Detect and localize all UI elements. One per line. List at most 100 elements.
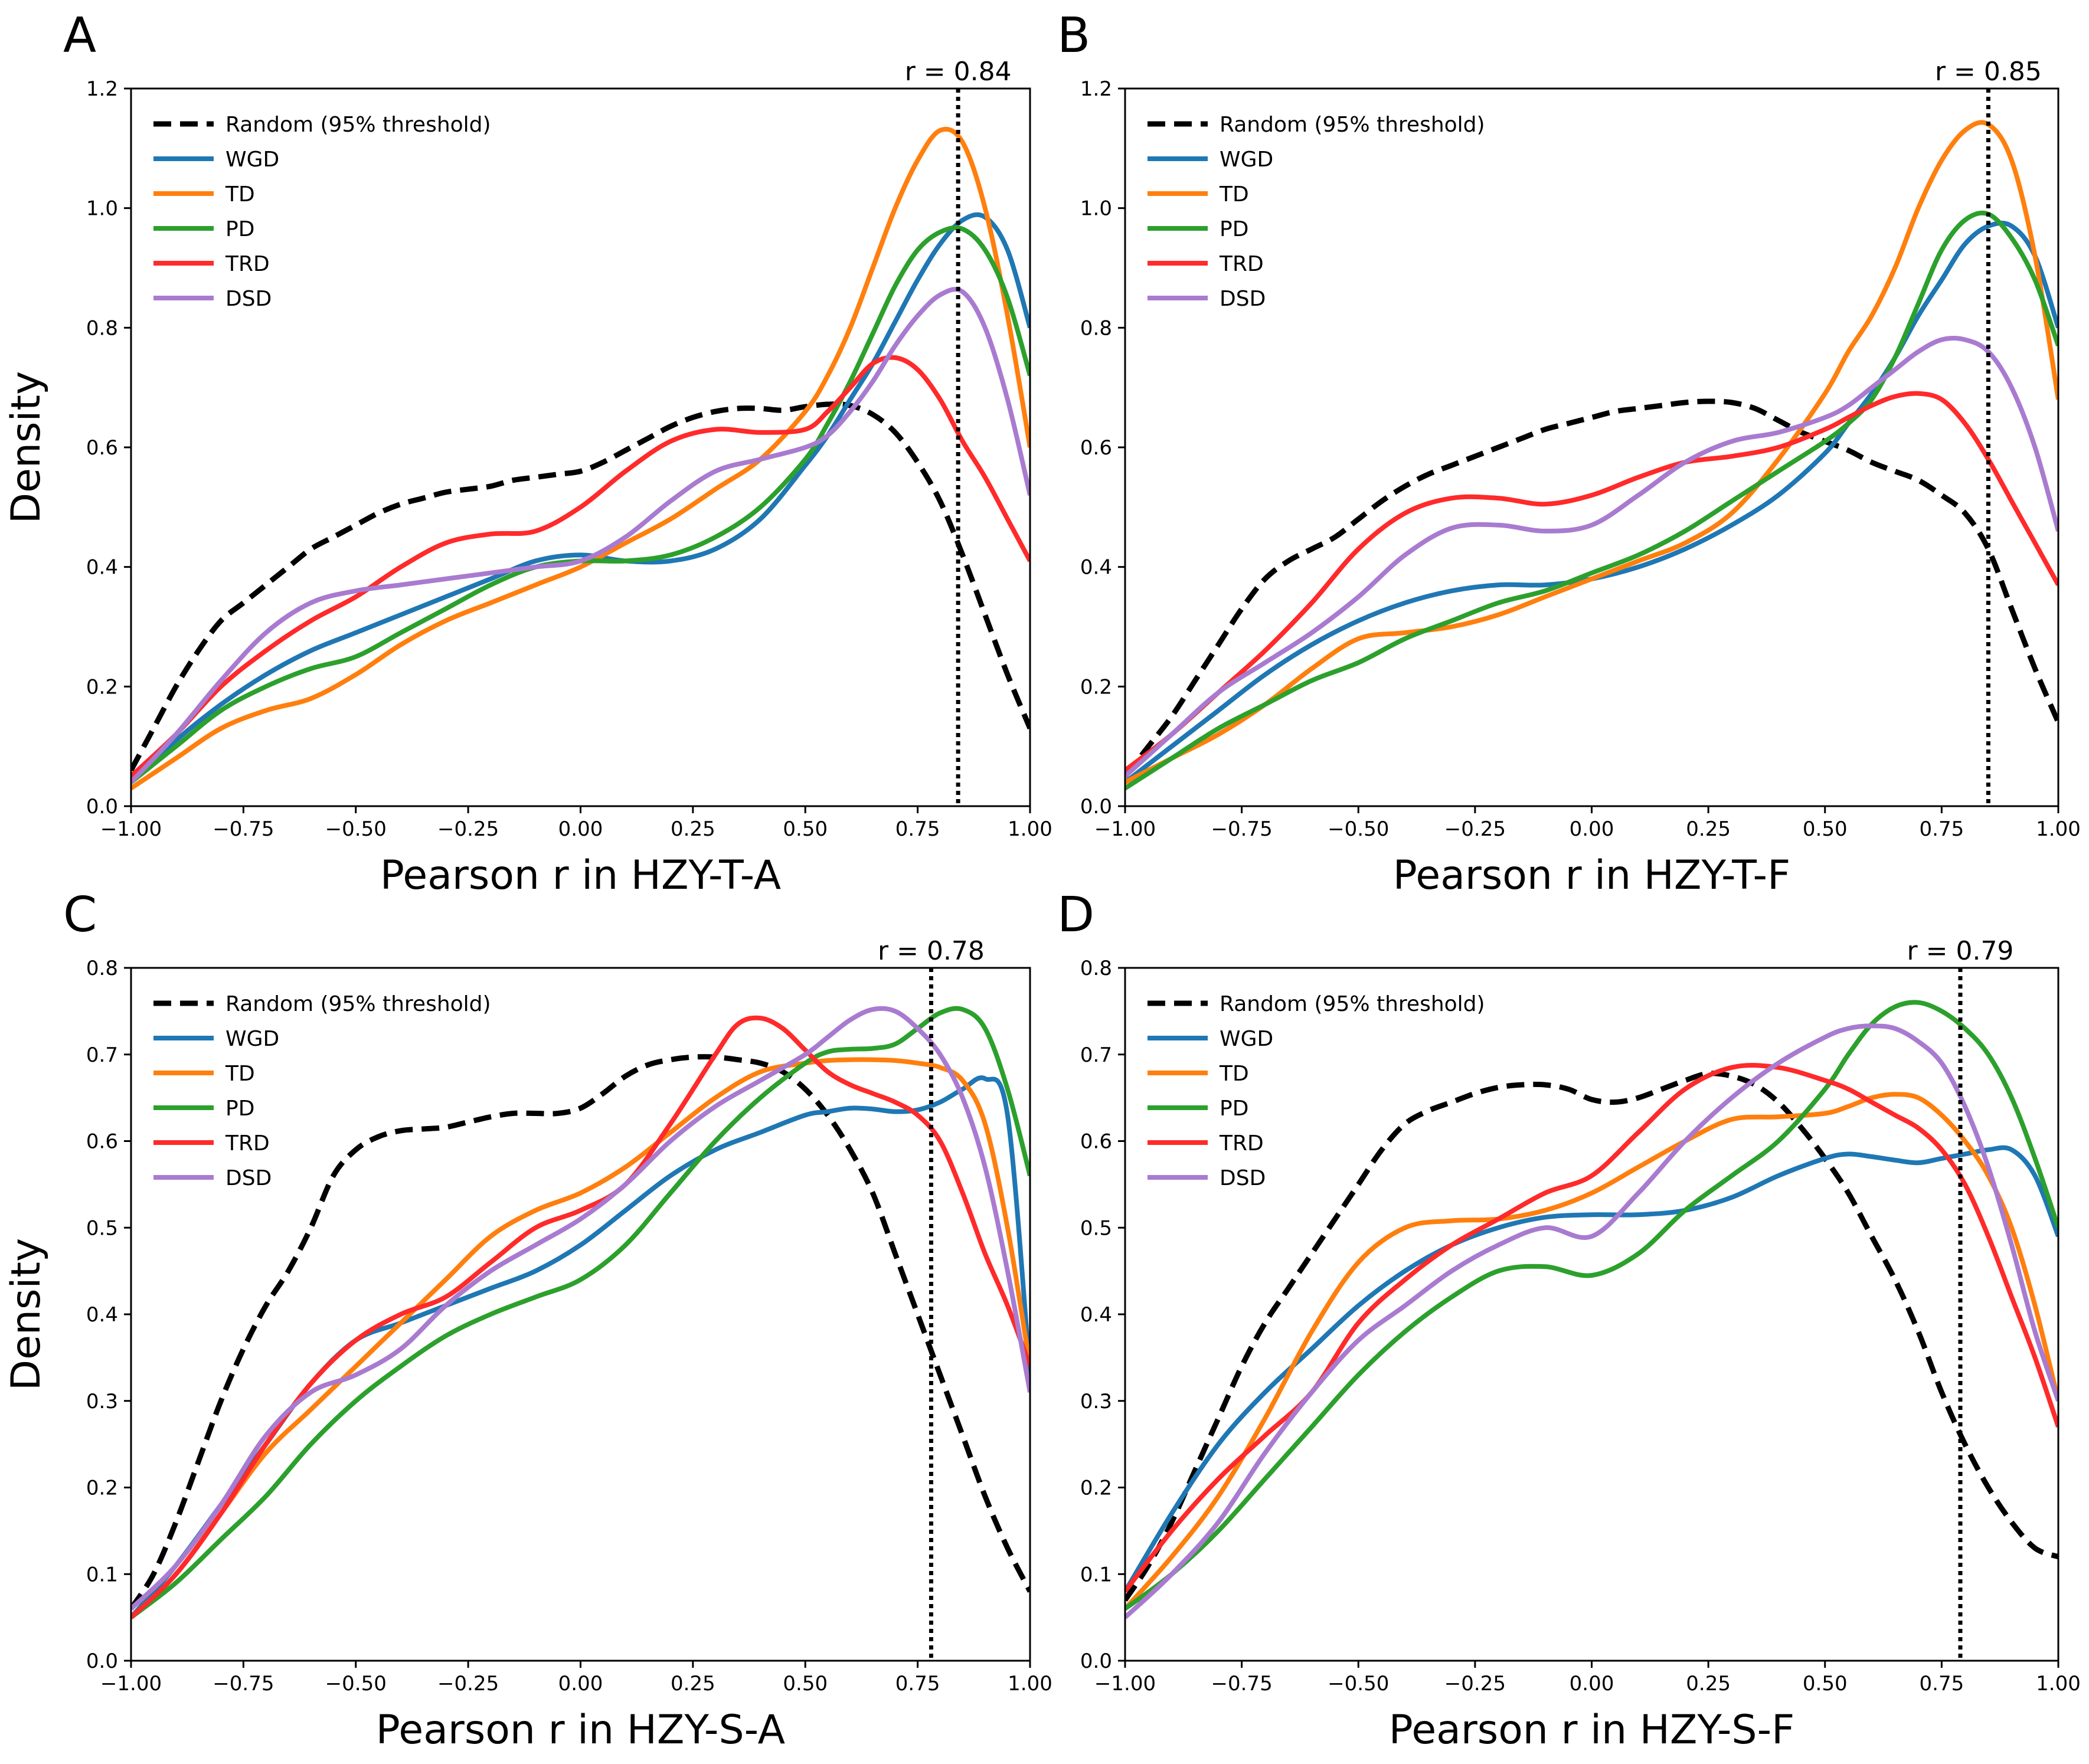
panel-a-xtick-label: −0.25 xyxy=(437,817,499,841)
panel-a-ytick-label: 0.4 xyxy=(86,556,118,580)
panel-b-legend-label-pd: PD xyxy=(1220,217,1248,241)
panel-d-legend-label-td: TD xyxy=(1219,1062,1249,1086)
panel-b-ytick-label: 0.0 xyxy=(1080,795,1112,819)
panel-b-xtick-label: 1.00 xyxy=(2036,817,2081,841)
panel-d-line-wgd xyxy=(1125,1145,2058,1593)
panel-b-legend-label-wgd: WGD xyxy=(1220,148,1273,172)
panel-d-series-group xyxy=(1125,1000,2058,1619)
panel-c-ytick-label: 0.0 xyxy=(86,1650,118,1673)
panel-a-line-trd xyxy=(131,355,1030,778)
panel-b-ytick-label: 0.4 xyxy=(1080,556,1112,580)
panel-d-letter: D xyxy=(1057,887,1094,943)
panel-a-legend-label-dsd: DSD xyxy=(225,287,272,311)
panel-b-line-random xyxy=(1125,398,2058,778)
panel-c-letter: C xyxy=(63,887,97,943)
panel-c-ytick-label: 0.2 xyxy=(86,1477,118,1500)
panel-d-xtick-label: −0.50 xyxy=(1328,1672,1389,1696)
panel-c-line-pd xyxy=(131,1006,1030,1619)
panel-b-ytick-label: 1.0 xyxy=(1080,197,1112,221)
panel-a-ytick-label: 0.2 xyxy=(86,675,118,699)
panel-a-xtick-label: 0.75 xyxy=(895,817,940,841)
panel-b-xtick-label: −0.50 xyxy=(1328,817,1389,841)
panel-d-legend-label-trd: TRD xyxy=(1219,1131,1264,1156)
panel-a-line-wgd xyxy=(131,212,1030,784)
panel-d-ytick-label: 0.0 xyxy=(1080,1650,1112,1673)
panel-a-axes-frame xyxy=(130,87,1031,807)
panel-b-xtick-label: 0.50 xyxy=(1803,817,1848,841)
panel-a-line-dsd xyxy=(131,287,1030,784)
panel-c-series-group xyxy=(131,1006,1030,1619)
panel-d-ytick-label: 0.3 xyxy=(1080,1390,1112,1413)
panel-a-ytick-label: 0.0 xyxy=(86,795,118,819)
panel-c-legend-label-td: TD xyxy=(225,1062,255,1086)
panel-d-legend-label-random: Random (95% threshold) xyxy=(1220,992,1485,1016)
panel-a-xtick-label: 0.25 xyxy=(671,817,715,841)
panel-a: Ar = 0.84 −1.00 −0.75 −0.50 −0.25 0.00 0.25 0.5… xyxy=(3,8,1052,899)
panel-d-xtick-label: −1.00 xyxy=(1094,1672,1156,1696)
panel-a-legend-label-pd: PD xyxy=(225,217,254,241)
panel-a-xtick-label: −0.50 xyxy=(325,817,387,841)
panel-c-xtick-label: 0.50 xyxy=(783,1672,828,1696)
panel-a-xlabel: Pearson r in HZY-T-A xyxy=(380,852,781,899)
panel-b-legend-label-random: Random (95% threshold) xyxy=(1220,113,1485,137)
panel-a-line-random xyxy=(131,401,1030,772)
panel-b-xtick-label: 0.00 xyxy=(1570,817,1614,841)
panel-c-axes-frame xyxy=(130,967,1031,1662)
panel-c-xtick-label: −0.50 xyxy=(325,1672,387,1696)
panel-c-ytick-label: 0.5 xyxy=(86,1216,118,1240)
panel-b-xtick-label: 0.25 xyxy=(1686,817,1731,841)
panel-b-legend-label-td: TD xyxy=(1219,182,1249,207)
panel-b-line-wgd xyxy=(1125,221,2058,784)
panel-d-ytick-label: 0.2 xyxy=(1080,1477,1112,1500)
panel-d-ytick-label: 0.6 xyxy=(1080,1130,1112,1154)
panel-b: Br = 0.85 −1.00 −0.75 −0.50 −0.25 0.00 0.25 0.5… xyxy=(1057,8,2081,899)
panel-b-line-dsd xyxy=(1125,336,2058,778)
panel-b-axes-frame xyxy=(1124,87,2059,807)
panel-d-xtick-label: −0.75 xyxy=(1211,1672,1273,1696)
panel-a-series-group xyxy=(131,126,1030,790)
panel-b-legend: Random (95% threshold) WGD TD PD TRD DSD xyxy=(1148,113,1485,311)
panel-d-xtick-label: 0.25 xyxy=(1686,1672,1731,1696)
panel-c-legend-label-wgd: WGD xyxy=(225,1027,279,1051)
panel-d-ytick-label: 0.5 xyxy=(1080,1216,1112,1240)
panel-d-line-dsd xyxy=(1125,1023,2058,1619)
panel-c-xlabel: Pearson r in HZY-S-A xyxy=(376,1707,785,1753)
panel-c-line-trd xyxy=(131,1015,1030,1619)
panel-c-ytick-label: 0.7 xyxy=(86,1043,118,1067)
panel-c-xtick-label: 0.75 xyxy=(895,1672,940,1696)
panel-b-xtick-label: 0.75 xyxy=(1920,817,1964,841)
panel-c-legend-label-trd: TRD xyxy=(225,1131,270,1156)
panel-c-line-dsd xyxy=(131,1006,1030,1611)
panel-c-ytick-label: 0.8 xyxy=(86,957,118,980)
panel-a-letter: A xyxy=(63,8,96,64)
panel-c: Cr = 0.78 −1.00 −0.75 −0.50 −0.25 0.00 0.25 0.5… xyxy=(3,887,1052,1753)
panel-b-ytick-label: 1.2 xyxy=(1080,77,1112,101)
panel-a-xtick-label: 0.00 xyxy=(558,817,603,841)
panel-c-line-random xyxy=(131,1054,1030,1611)
panel-c-legend-label-pd: PD xyxy=(225,1097,254,1121)
panel-c-xtick-label: 0.25 xyxy=(671,1672,715,1696)
panel-a-xtick-label: 1.00 xyxy=(1008,817,1052,841)
panel-d-xtick-label: −0.25 xyxy=(1444,1672,1506,1696)
panel-a-ytick-label: 0.8 xyxy=(86,316,118,340)
panel-a-ylabel: Density xyxy=(3,371,50,524)
panel-d-xtick-label: 0.00 xyxy=(1570,1672,1614,1696)
panel-c-xtick-label: −1.00 xyxy=(100,1672,162,1696)
panel-a-legend-label-td: TD xyxy=(225,182,255,207)
panel-b-threshold-label: r = 0.85 xyxy=(1935,57,2042,87)
panel-a-xtick-label: −0.75 xyxy=(213,817,274,841)
panel-c-legend: Random (95% threshold) WGD TD PD TRD DSD xyxy=(153,992,491,1190)
panel-d-ytick-label: 0.4 xyxy=(1080,1303,1112,1327)
panel-a-legend-label-trd: TRD xyxy=(225,252,270,276)
panel-d-threshold-label: r = 0.79 xyxy=(1907,936,2014,966)
panel-d-legend-label-wgd: WGD xyxy=(1220,1027,1273,1051)
panel-c-legend-label-dsd: DSD xyxy=(225,1166,272,1190)
panel-d-ytick-label: 0.1 xyxy=(1080,1563,1112,1586)
panel-a-ytick-label: 1.2 xyxy=(86,77,118,101)
panel-c-line-wgd xyxy=(131,1075,1030,1619)
panel-b-legend-label-dsd: DSD xyxy=(1220,287,1266,311)
panel-d-xtick-label: 1.00 xyxy=(2036,1672,2081,1696)
panel-c-xtick-label: −0.75 xyxy=(213,1672,274,1696)
panel-d-xtick-label: 0.75 xyxy=(1920,1672,1964,1696)
